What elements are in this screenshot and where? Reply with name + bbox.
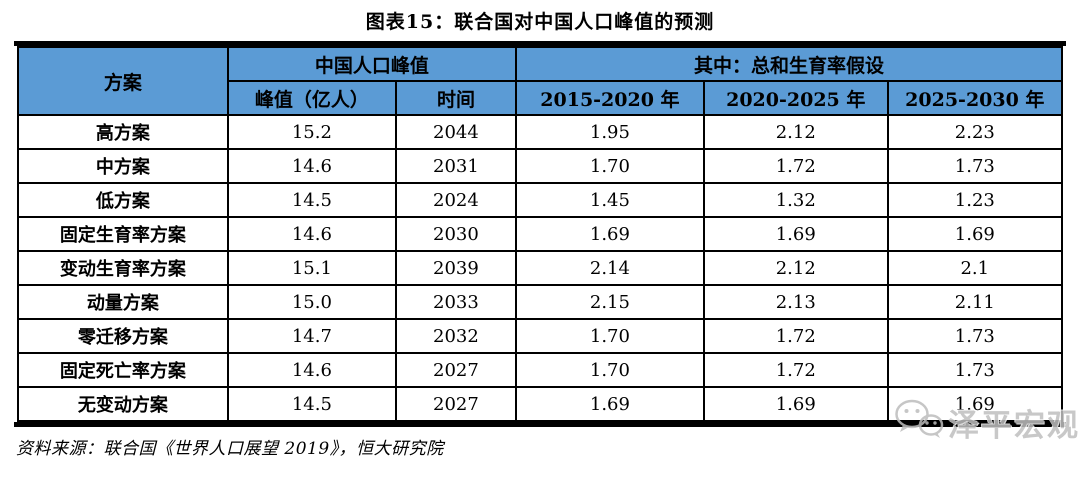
source-note: 资料来源：联合国《世界人口展望 2019》，恒大研究院 [16,439,444,459]
cell-tfr-2015-2020: 2.14 [514,250,705,286]
cell-tfr-2015-2020: 1.95 [514,114,705,150]
cell-tfr-2015-2020: 2.15 [514,284,705,320]
col-header-2020-2025: 2020-2025 年 [702,80,889,116]
cell-tfr-2015-2020: 1.69 [514,216,705,252]
table-row: 固定死亡率方案 14.6 2027 1.70 1.72 1.73 [17,352,1064,388]
table-row: 中方案 14.6 2031 1.70 1.72 1.73 [17,148,1064,184]
cell-year: 2024 [394,182,517,218]
table-row: 高方案 15.2 2044 1.95 2.12 2.23 [17,114,1064,150]
col-header-peak-value: 峰值（亿人） [226,80,397,116]
cell-tfr-2015-2020: 1.70 [514,148,705,184]
cell-tfr-2015-2020: 1.70 [514,352,705,388]
cell-tfr-2015-2020: 1.69 [514,386,705,422]
col-group-china-peak: 中国人口峰值 [226,46,517,82]
cell-tfr-2020-2025: 1.72 [702,352,889,388]
cell-peak: 14.5 [226,386,397,422]
header-row-groups: 方案 中国人口峰值 其中：总和生育率假设 [17,46,1064,116]
col-header-plan: 方案 [17,46,229,116]
cell-year: 2027 [394,352,517,388]
cell-tfr-2020-2025: 2.12 [702,114,889,150]
cell-tfr-2025-2030: 1.73 [886,352,1064,388]
cell-tfr-2020-2025: 1.72 [702,318,889,354]
cell-peak: 14.6 [226,352,397,388]
table-row: 低方案 14.5 2024 1.45 1.32 1.23 [17,182,1064,218]
cell-tfr-2025-2030: 1.73 [886,318,1064,354]
cell-tfr-2025-2030: 2.11 [886,284,1064,320]
col-header-2015-2020: 2015-2020 年 [514,80,705,116]
cell-year: 2039 [394,250,517,286]
row-label: 低方案 [17,182,229,218]
cell-year: 2044 [394,114,517,150]
cell-tfr-2025-2030: 1.69 [886,216,1064,252]
cell-peak: 14.6 [226,216,397,252]
row-label: 变动生育率方案 [17,250,229,286]
cell-tfr-2025-2030: 2.1 [886,250,1064,286]
cell-peak: 14.6 [226,148,397,184]
col-header-2025-2030: 2025-2030 年 [886,80,1064,116]
header-row-subcolumns: 峰值（亿人） 时间 2015-2020 年 2020-2025 年 2025-2… [18,80,1064,116]
table-wrapper: 方案 中国人口峰值 其中：总和生育率假设 峰值（亿人） 时间 2015-2020… [14,41,1066,427]
cell-tfr-2015-2020: 1.45 [514,182,705,218]
cell-tfr-2015-2020: 1.70 [514,318,705,354]
col-group-tfr-assumption: 其中：总和生育率假设 [514,46,1064,82]
row-label: 零迁移方案 [17,318,229,354]
table-row: 固定生育率方案 14.6 2030 1.69 1.69 1.69 [17,216,1064,252]
col-header-time: 时间 [394,80,517,116]
cell-year: 2031 [394,148,517,184]
cell-tfr-2025-2030: 2.23 [886,114,1064,150]
cell-peak: 15.1 [226,250,397,286]
table-row: 动量方案 15.0 2033 2.15 2.13 2.11 [17,284,1064,320]
table-row: 变动生育率方案 15.1 2039 2.14 2.12 2.1 [17,250,1064,286]
page-title: 图表15：联合国对中国人口峰值的预测 [365,11,715,33]
row-label: 无变动方案 [17,386,229,422]
row-label: 中方案 [17,148,229,184]
cell-year: 2030 [394,216,517,252]
cell-peak: 14.7 [226,318,397,354]
cell-tfr-2025-2030: 1.73 [886,148,1064,184]
cell-tfr-2020-2025: 1.72 [702,148,889,184]
table-row: 无变动方案 14.5 2027 1.69 1.69 1.69 [17,386,1064,422]
row-label: 固定生育率方案 [17,216,229,252]
cell-year: 2032 [394,318,517,354]
cell-peak: 15.0 [226,284,397,320]
cell-year: 2033 [394,284,517,320]
cell-tfr-2025-2030: 1.69 [886,386,1064,422]
cell-year: 2027 [394,386,517,422]
cell-tfr-2020-2025: 1.69 [702,216,889,252]
cell-tfr-2020-2025: 1.69 [702,386,889,422]
cell-tfr-2020-2025: 1.32 [702,182,889,218]
cell-peak: 15.2 [226,114,397,150]
row-label: 固定死亡率方案 [17,352,229,388]
cell-tfr-2020-2025: 2.13 [702,284,889,320]
row-label: 高方案 [17,114,229,150]
cell-tfr-2025-2030: 1.23 [886,182,1064,218]
row-label: 动量方案 [17,284,229,320]
cell-peak: 14.5 [226,182,397,218]
table-row: 零迁移方案 14.7 2032 1.70 1.72 1.73 [17,318,1064,354]
cell-tfr-2020-2025: 2.12 [702,250,889,286]
population-peak-table: 方案 中国人口峰值 其中：总和生育率假设 峰值（亿人） 时间 2015-2020… [17,46,1064,422]
